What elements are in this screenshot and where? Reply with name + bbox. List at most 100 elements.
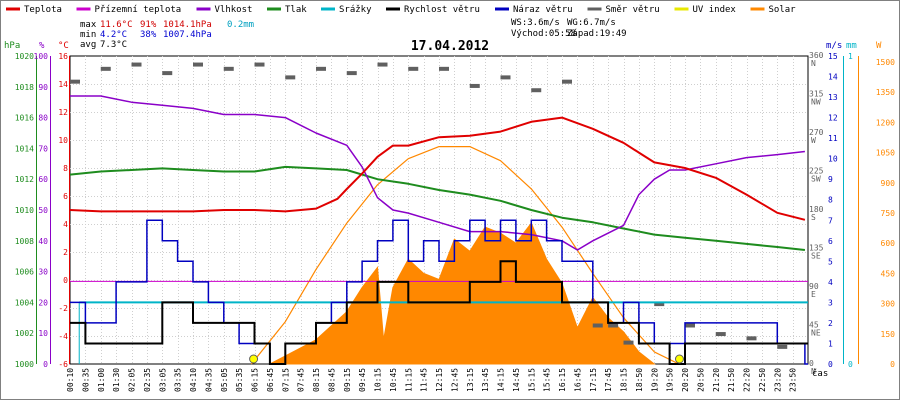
x-tick-label: 12:15 <box>435 368 444 392</box>
axis-ms-tick: 6 <box>828 237 833 246</box>
axis-direction-tick: 90 <box>809 282 819 291</box>
axis-ms-tick: 13 <box>828 93 838 102</box>
axis-ms-unit: m/s <box>826 41 842 51</box>
axis-direction-label: SE <box>811 252 821 261</box>
axis-percent-unit: % <box>39 41 45 51</box>
stat-min-temp: 4.2°C <box>100 30 127 40</box>
x-tick-label: 16:15 <box>558 368 567 392</box>
axis-ms-tick: 8 <box>828 196 833 205</box>
axis-direction-tick: 180 <box>809 205 824 214</box>
x-tick-label: 16:45 <box>573 368 582 392</box>
axis-percent-tick: 80 <box>38 114 48 123</box>
x-tick-label: 18:50 <box>635 368 644 392</box>
axis-watt-tick: 1350 <box>876 88 895 97</box>
axis-watt-tick: 900 <box>881 179 896 188</box>
x-tick-label: 19:20 <box>650 368 659 392</box>
axis-ms-tick: 10 <box>828 155 838 164</box>
axis-watt-tick: 1200 <box>876 118 895 127</box>
axis-direction-tick: 270 <box>809 128 824 137</box>
legend-label: Teplota <box>24 5 62 15</box>
axis-direction-tick: 135 <box>809 244 824 253</box>
wind-speed-line <box>70 260 808 365</box>
legend-label: Rychlost větru <box>404 5 480 15</box>
solar-area <box>269 222 656 365</box>
x-tick-label: 20:20 <box>681 368 690 392</box>
x-tick-label: 01:00 <box>97 368 106 392</box>
x-tick-label: 23:20 <box>773 368 782 392</box>
legend-label: Náraz větru <box>513 5 573 15</box>
x-tick-label: 01:30 <box>112 368 121 392</box>
x-axis-label: čas <box>812 368 828 379</box>
axis-mm-tick: 0 <box>848 360 853 369</box>
axis-direction-tick: 315 <box>809 90 824 99</box>
x-tick-label: 07:45 <box>297 368 306 392</box>
x-tick-label: 22:50 <box>758 368 767 392</box>
stat-max-temp: 11.6°C <box>100 20 133 30</box>
x-tick-label: 00:35 <box>81 368 90 392</box>
legend-label: Solar <box>769 5 797 15</box>
x-tick-label: 23:50 <box>789 368 798 392</box>
grid <box>70 56 808 364</box>
axis-direction-tick: 360 <box>809 51 824 60</box>
axis-watt-tick: 150 <box>881 330 896 339</box>
axis-celsius-tick: -4 <box>58 332 68 341</box>
axis-hpa-tick: 1008 <box>15 237 34 246</box>
x-tick-label: 09:15 <box>343 368 352 392</box>
axis-direction-label: SW <box>811 175 821 184</box>
axis-ms-tick: 2 <box>828 319 833 328</box>
axis-percent-tick: 10 <box>38 329 48 338</box>
axis-percent-tick: 50 <box>38 206 48 215</box>
legend-label: Přízemní teplota <box>95 5 182 15</box>
axis-watt-tick: 750 <box>881 209 896 218</box>
axis-percent-tick: 30 <box>38 268 48 277</box>
x-tick-label: 02:35 <box>143 368 152 392</box>
x-tick-label: 20:50 <box>696 368 705 392</box>
axis-hpa-tick: 1004 <box>15 298 34 307</box>
x-tick-label: 05:05 <box>220 368 229 392</box>
axis-hpa-tick: 1010 <box>15 206 34 215</box>
axis-hpa-tick: 1014 <box>15 144 34 153</box>
x-tick-label: 02:05 <box>128 368 137 392</box>
axis-watt-tick: 300 <box>881 300 896 309</box>
axis-direction-tick: 0 <box>809 359 814 368</box>
legend-label: Tlak <box>285 5 307 15</box>
axis-percent-tick: 0 <box>43 360 48 369</box>
axis-mm-unit: mm <box>846 41 857 51</box>
legend-label: Směr větru <box>606 5 660 15</box>
axis-ms-tick: 4 <box>828 278 833 287</box>
info-wind-speed: WS:3.6m/s <box>511 18 560 28</box>
x-tick-label: 06:45 <box>266 368 275 392</box>
axis-direction-label: N <box>811 367 816 376</box>
info-wind-gust: WG:6.7m/s <box>567 18 616 28</box>
info-sunrise: Východ:05:58 <box>511 29 576 39</box>
axis-ms-tick: 11 <box>828 134 838 143</box>
x-tick-label: 17:15 <box>589 368 598 392</box>
axis-percent-tick: 20 <box>38 298 48 307</box>
stat-avg-label: avg <box>80 40 96 50</box>
axis-celsius-tick: -6 <box>58 360 68 369</box>
axis-direction-tick: 45 <box>809 321 819 330</box>
axis-ms-tick: 12 <box>828 114 838 123</box>
axis-direction-label: E <box>811 290 816 299</box>
axis-watt-tick: 0 <box>890 360 895 369</box>
x-tick-label: 14:15 <box>497 368 506 392</box>
axis-direction-label: NE <box>811 329 821 338</box>
axis-ms-tick: 3 <box>828 298 833 307</box>
axis-celsius-tick: 14 <box>58 80 68 89</box>
axis-direction-label: N <box>811 59 816 68</box>
x-tick-label: 12:45 <box>450 368 459 392</box>
x-tick-label: 06:15 <box>251 368 260 392</box>
axis-watt-tick: 1050 <box>876 149 895 158</box>
axis-celsius-tick: 10 <box>58 136 68 145</box>
axis-direction-label: W <box>811 136 816 145</box>
axis-celsius-unit: °C <box>58 41 69 51</box>
axis-percent-tick: 100 <box>34 52 49 61</box>
axis-celsius-tick: 2 <box>63 248 68 257</box>
axis-ms-tick: 15 <box>828 52 838 61</box>
stat-min-press: 1007.4hPa <box>163 30 212 40</box>
info-sunset: Západ:19:49 <box>567 29 627 39</box>
axis-ms-tick: 5 <box>828 257 833 266</box>
axis-watt-unit: W <box>876 41 882 51</box>
chart-title: 17.04.2012 <box>411 39 489 54</box>
